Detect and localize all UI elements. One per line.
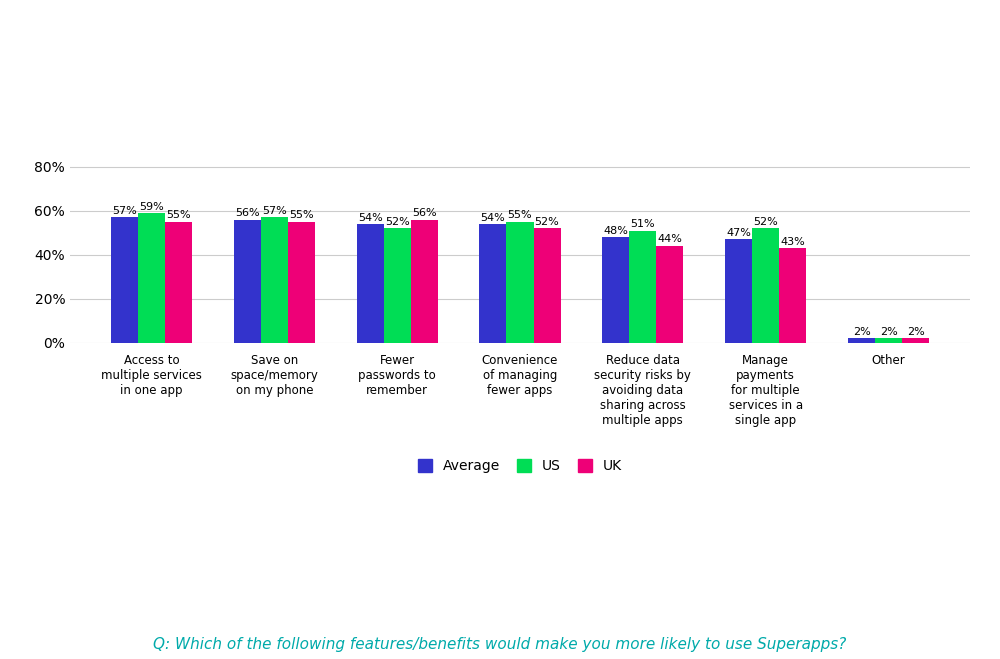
Bar <box>506 222 534 343</box>
Bar <box>779 248 806 343</box>
Bar <box>725 239 752 343</box>
Text: 44%: 44% <box>657 235 682 244</box>
Text: 57%: 57% <box>112 206 137 216</box>
Bar <box>848 338 875 343</box>
Bar <box>479 224 506 343</box>
Bar <box>411 219 438 343</box>
Bar <box>629 231 656 343</box>
Text: 55%: 55% <box>289 210 314 220</box>
Text: 55%: 55% <box>166 210 191 220</box>
Text: 56%: 56% <box>412 208 436 218</box>
Text: 55%: 55% <box>508 210 532 220</box>
Bar <box>261 217 288 343</box>
Bar <box>752 229 779 343</box>
Text: 47%: 47% <box>726 228 751 238</box>
Bar <box>656 246 683 343</box>
Bar <box>534 229 561 343</box>
Text: 54%: 54% <box>481 212 505 223</box>
Bar <box>902 338 929 343</box>
Bar <box>602 237 629 343</box>
Bar <box>165 222 192 343</box>
Bar <box>384 229 411 343</box>
Text: 59%: 59% <box>139 202 164 212</box>
Legend: Average, US, UK: Average, US, UK <box>411 453 629 480</box>
Text: 43%: 43% <box>780 237 805 246</box>
Bar <box>357 224 384 343</box>
Text: 52%: 52% <box>385 217 410 227</box>
Text: 2%: 2% <box>907 327 924 337</box>
Bar <box>234 219 261 343</box>
Text: 56%: 56% <box>235 208 260 218</box>
Text: 57%: 57% <box>262 206 287 216</box>
Text: 51%: 51% <box>631 219 655 229</box>
Text: 52%: 52% <box>753 217 778 227</box>
Text: 54%: 54% <box>358 212 382 223</box>
Text: 48%: 48% <box>603 225 628 236</box>
Text: 2%: 2% <box>853 327 870 337</box>
Bar <box>111 217 138 343</box>
Text: 2%: 2% <box>880 327 897 337</box>
Text: Q: Which of the following features/benefits would make you more likely to use Su: Q: Which of the following features/benef… <box>153 637 847 652</box>
Bar <box>875 338 902 343</box>
Bar <box>138 213 165 343</box>
Bar <box>288 222 315 343</box>
Text: 52%: 52% <box>535 217 559 227</box>
